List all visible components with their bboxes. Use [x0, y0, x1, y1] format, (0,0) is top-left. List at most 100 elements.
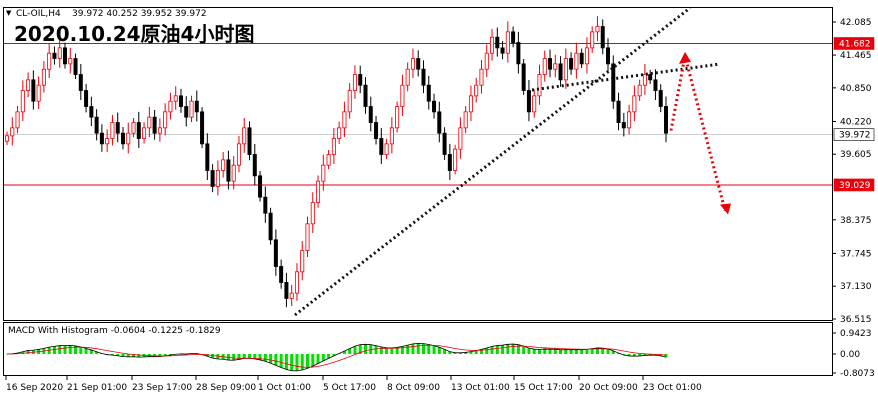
macd-plot-frame: [3, 322, 833, 376]
macd-histogram-bar: [458, 352, 462, 354]
current-price-tag-label: 39.972: [839, 131, 871, 141]
macd-histogram-bar: [606, 348, 610, 354]
macd-histogram-bar: [253, 354, 257, 359]
ohlc-readout: 39.972 40.252 39.952 39.972: [72, 9, 207, 19]
macd-histogram-bar: [385, 347, 389, 354]
macd-histogram-bar: [274, 354, 278, 366]
macd-histogram-bar: [622, 354, 626, 355]
macd-histogram-bar: [226, 354, 230, 361]
macd-histogram-bar: [501, 345, 505, 354]
x-axis: 16 Sep 2020 21 Sep 01:00 23 Sep 17:00 28 Se…: [5, 376, 702, 393]
candle-body: [358, 74, 363, 86]
macd-histogram-bar: [68, 345, 72, 354]
y-tick-label: 37.745: [840, 249, 872, 259]
candle-body: [584, 47, 589, 65]
x-tick-label: 21 Sep 01:00: [67, 383, 127, 393]
candle-body: [258, 175, 263, 198]
macd-histogram-bar: [485, 347, 489, 354]
macd-histogram-bar: [522, 346, 526, 354]
candle-body: [142, 127, 147, 139]
price-tags: 41.682 39.972 39.029: [833, 37, 875, 192]
candles: [5, 16, 669, 308]
macd-histogram-bar: [21, 351, 25, 354]
macd-histogram-bar: [553, 349, 557, 354]
macd-histogram-bar: [121, 354, 125, 357]
macd-histogram-bar: [295, 354, 299, 371]
candle-body: [205, 143, 210, 171]
macd-histogram-bar: [26, 350, 30, 354]
candle-body: [99, 132, 104, 145]
support-price-tag-label: 39.029: [839, 181, 871, 191]
candle-body: [479, 68, 484, 86]
candle-body: [236, 143, 241, 166]
macd-histogram-bar: [400, 346, 404, 354]
macd-histogram-bar: [395, 347, 399, 354]
macd-histogram-bar: [453, 352, 457, 354]
macd-histogram-bar: [601, 348, 605, 354]
y-tick-label: 36.515: [840, 315, 872, 325]
macd-histogram-bar: [158, 354, 162, 357]
macd-histogram-bar: [638, 354, 642, 356]
candle-body: [606, 47, 611, 65]
candle-body: [516, 42, 521, 65]
trendlines: [294, 6, 721, 317]
candle-body: [363, 84, 368, 107]
macd-y-tick-label: 0.00: [840, 350, 860, 360]
macd-histogram-bar: [574, 349, 578, 354]
macd-histogram-bar: [242, 354, 246, 359]
candle-body: [500, 47, 505, 54]
candle-body: [300, 250, 305, 273]
candle-body: [347, 90, 352, 113]
candle-body: [5, 135, 10, 142]
candle-body: [26, 79, 31, 91]
candle-body: [337, 127, 342, 139]
candle-body: [511, 31, 516, 43]
candle-body: [526, 90, 531, 113]
macd-histogram-bar: [569, 349, 573, 354]
candle-body: [68, 58, 73, 65]
macd-histogram-bar: [211, 354, 215, 359]
macd-histogram-bar: [432, 345, 436, 354]
macd-histogram-bar: [163, 354, 167, 356]
ascending-trendline[interactable]: [294, 6, 691, 317]
macd-signal-line: [6, 344, 667, 368]
candle-body: [173, 95, 178, 102]
symbol-dropdown-icon[interactable]: ▼: [6, 9, 12, 17]
macd-histogram-bar: [469, 351, 473, 354]
macd-histogram-bar: [358, 344, 362, 354]
candle-body: [110, 122, 115, 139]
forecast-arrowhead-down: [720, 203, 731, 215]
neckline-trendline[interactable]: [531, 62, 721, 92]
candle-body: [89, 106, 94, 118]
candle-body: [495, 36, 500, 49]
macd-histogram-bar: [516, 344, 520, 354]
x-tick-label: 5 Oct 17:00: [323, 383, 376, 393]
macd-histogram-bar: [648, 354, 652, 356]
candle-body: [263, 196, 268, 214]
macd-indicator-label: MACD With Histogram -0.0604 -0.1225 -0.1…: [8, 326, 221, 336]
candle-body: [437, 111, 442, 134]
candle-body: [189, 100, 194, 118]
macd-histogram-bar: [79, 346, 83, 354]
candle-body: [537, 74, 542, 97]
x-tick-label: 23 Oct 01:00: [643, 383, 702, 393]
candle-body: [78, 74, 83, 91]
candle-body: [273, 239, 278, 267]
candle-body: [163, 111, 168, 129]
candle-body: [468, 95, 473, 113]
candle-body: [632, 95, 637, 113]
candle-body: [252, 154, 257, 177]
candle-body: [279, 266, 284, 283]
candle-body: [178, 95, 183, 107]
x-tick-label: 28 Sep 09:00: [196, 383, 256, 393]
macd-histogram-bar: [284, 354, 288, 370]
macd-y-tick-label: -0.8073: [840, 369, 875, 379]
macd-histogram-bar: [95, 351, 99, 354]
macd-histogram-bar: [448, 351, 452, 354]
macd-histogram-bar: [89, 349, 93, 354]
macd-histogram-bar: [421, 343, 425, 354]
symbol-label[interactable]: CL-OIL,H4: [16, 9, 61, 19]
y-tick-label: 37.130: [840, 282, 872, 292]
candle-body: [637, 84, 642, 97]
